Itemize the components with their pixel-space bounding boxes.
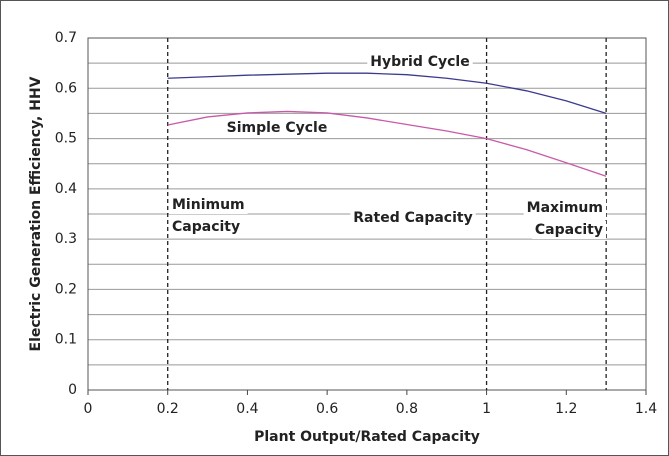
- series-label-bg: [367, 53, 473, 71]
- annotation-bg: [523, 199, 606, 217]
- x-tick-label: 0.4: [236, 401, 258, 417]
- y-tick-label: 0.2: [55, 281, 77, 297]
- y-tick-label: 0.6: [55, 80, 77, 96]
- y-tick-label: 0.4: [55, 181, 77, 197]
- annotation-bg: [169, 196, 248, 214]
- x-axis-label: Plant Output/Rated Capacity: [254, 429, 480, 445]
- x-tick-label: 0.8: [396, 401, 418, 417]
- annotation: Rated Capacity: [353, 210, 472, 226]
- annotation: Maximum: [527, 200, 603, 216]
- annotation: Capacity: [172, 219, 240, 235]
- x-tick-label: 0.2: [157, 401, 179, 417]
- annotation: Capacity: [535, 222, 603, 238]
- series-label: Simple Cycle: [227, 120, 328, 136]
- y-axis-label: Electric Generation Efficiency, HHV: [28, 76, 44, 351]
- y-tick-label: 0: [68, 382, 77, 398]
- annotation-bg: [531, 221, 606, 239]
- x-tick-label: 1: [482, 401, 491, 417]
- annotation-bg: [350, 209, 476, 227]
- y-tick-label: 0.1: [55, 332, 77, 348]
- x-tick-label: 0.6: [316, 401, 338, 417]
- marks: [167, 38, 607, 390]
- x-tick-label: 1.4: [635, 401, 657, 417]
- x-tick-label: 0: [84, 401, 93, 417]
- y-tick-label: 0.5: [55, 131, 77, 147]
- series-line: [167, 110, 607, 177]
- y-tick-label: 0.3: [55, 231, 77, 247]
- series-label-bg: [223, 119, 331, 137]
- x-tick-label: 1.2: [555, 401, 577, 417]
- y-tick-label: 0.7: [55, 30, 77, 46]
- plot-border: [87, 37, 647, 391]
- annotation-bg: [169, 218, 244, 236]
- series-label: Hybrid Cycle: [370, 54, 469, 70]
- annotation: Minimum: [172, 197, 245, 213]
- notes: Hybrid Cycle Simple Cycle Minimum Capacity R…: [169, 53, 606, 239]
- series-line: [167, 72, 607, 115]
- grid: 0 0.1 0.2 0.3 0.4 0.5 0.6 0.7 0 0.2 0.4 0.6 0.8 1 1.2 1…: [55, 30, 657, 417]
